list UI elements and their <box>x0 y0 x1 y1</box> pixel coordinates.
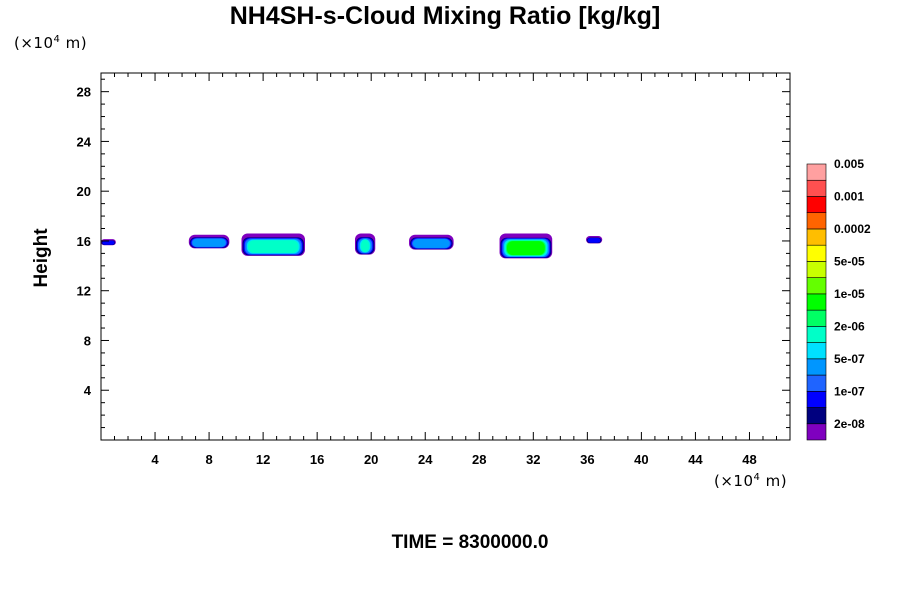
y-tick-label: 20 <box>77 184 91 199</box>
legend-label: 0.0002 <box>834 222 871 236</box>
y-tick-label: 4 <box>84 383 92 398</box>
legend-swatch <box>806 309 827 327</box>
cloud-contour <box>247 240 299 254</box>
legend-label: 5e-05 <box>834 254 865 268</box>
x-tick-label: 44 <box>688 452 703 467</box>
plot-frame <box>100 72 791 441</box>
legend-swatch <box>806 374 827 392</box>
y-tick-label: 24 <box>77 134 92 149</box>
legend-swatch <box>806 407 827 425</box>
legend-swatch <box>806 342 827 360</box>
x-unit-label: (×104 m) <box>714 472 788 490</box>
cloud-blob <box>499 233 553 259</box>
cloud-contour <box>102 240 115 245</box>
y-unit-label: (×104 m) <box>14 34 88 52</box>
cloud-blob <box>586 235 603 244</box>
legend-swatch <box>806 228 827 246</box>
y-tick-label: 16 <box>77 234 91 249</box>
legend-swatch <box>806 277 827 295</box>
legend-swatch <box>806 261 827 278</box>
legend-swatch <box>806 179 827 197</box>
cloud-contour <box>192 238 226 247</box>
x-tick-label: 40 <box>634 452 648 467</box>
cloud-contour <box>413 239 450 248</box>
legend-label: 1e-07 <box>834 384 865 398</box>
cloud-blob <box>409 234 454 250</box>
cloud-blob <box>241 233 305 256</box>
x-tick-label: 48 <box>742 452 756 467</box>
legend-swatch <box>806 293 827 311</box>
x-tick-label: 36 <box>580 452 594 467</box>
legend-swatch <box>806 163 827 181</box>
y-tick-label: 28 <box>77 85 91 100</box>
chart-title: NH4SH-s-Cloud Mixing Ratio [kg/kg] <box>229 2 661 30</box>
legend-label: 5e-07 <box>834 352 865 366</box>
legend-label: 2e-08 <box>834 417 865 431</box>
cloud-blob <box>188 234 230 249</box>
cloud-contour <box>506 241 545 256</box>
legend-label: 0.005 <box>834 157 864 171</box>
x-tick-label: 20 <box>364 452 378 467</box>
y-tick-label: 12 <box>77 284 91 299</box>
y-tick-label: 8 <box>84 333 91 348</box>
legend-label: 0.001 <box>834 189 864 203</box>
cloud-contour <box>587 237 601 243</box>
legend-label: 2e-06 <box>834 319 865 333</box>
x-tick-label: 28 <box>472 452 486 467</box>
legend-swatch <box>806 244 827 262</box>
legend-swatch <box>806 423 827 441</box>
cloud-blob <box>101 239 116 246</box>
x-tick-label: 12 <box>256 452 270 467</box>
legend-swatch <box>806 326 827 343</box>
x-tick-label: 8 <box>205 452 212 467</box>
x-tick-label: 32 <box>526 452 540 467</box>
cloud-blob <box>354 233 376 255</box>
x-tick-label: 16 <box>310 452 324 467</box>
legend-swatch <box>806 390 827 408</box>
legend-label: 1e-05 <box>834 287 865 301</box>
legend-swatch <box>806 212 827 230</box>
legend-swatch <box>806 358 827 376</box>
x-tick-label: 24 <box>418 452 433 467</box>
cloud-contour <box>360 239 370 253</box>
x-tick-label: 4 <box>151 452 159 467</box>
legend-swatch <box>806 196 827 214</box>
time-footer: TIME = 8300000.0 <box>391 532 549 553</box>
